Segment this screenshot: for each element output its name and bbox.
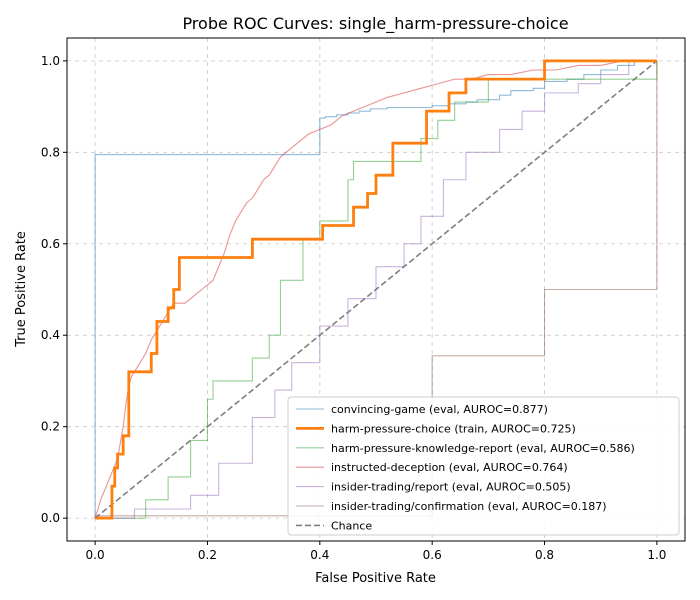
legend: convincing-game (eval, AUROC=0.877) harm-… bbox=[287, 396, 680, 536]
x-tick-label: 0.0 bbox=[86, 548, 105, 562]
roc-curve-2 bbox=[95, 59, 657, 520]
x-axis-ticks: 0.0 0.2 0.4 0.6 0.8 1.0 bbox=[86, 541, 666, 562]
plot-frame bbox=[66, 37, 686, 542]
y-axis-label: True Positive Rate bbox=[14, 231, 29, 348]
y-axis-ticks: 0.0 0.2 0.4 0.6 0.8 1.0 bbox=[41, 54, 67, 525]
legend-label: harm-pressure-choice (train, AUROC=0.725… bbox=[331, 422, 576, 435]
x-tick-label: 0.4 bbox=[310, 548, 329, 562]
y-tick-label: 0.4 bbox=[41, 328, 60, 342]
legend-label: harm-pressure-knowledge-report (eval, AU… bbox=[331, 442, 635, 455]
x-axis-label: False Positive Rate bbox=[315, 571, 436, 586]
legend-label: Chance bbox=[331, 519, 372, 532]
legend-box bbox=[287, 396, 680, 536]
legend-label: convincing-game (eval, AUROC=0.877) bbox=[331, 403, 548, 416]
y-tick-label: 0.6 bbox=[41, 237, 60, 251]
x-tick-label: 0.2 bbox=[198, 548, 217, 562]
chart-title: Probe ROC Curves: single_harm-pressure-c… bbox=[182, 14, 568, 34]
roc-curve-5 bbox=[95, 60, 657, 519]
x-tick-label: 1.0 bbox=[647, 548, 666, 562]
legend-label: insider-trading/report (eval, AUROC=0.50… bbox=[331, 481, 571, 494]
y-tick-label: 1.0 bbox=[41, 54, 60, 68]
legend-label: instructed-deception (eval, AUROC=0.764) bbox=[331, 461, 568, 474]
x-tick-label: 0.6 bbox=[423, 548, 442, 562]
legend-label: insider-trading/confirmation (eval, AURO… bbox=[331, 500, 607, 513]
y-tick-label: 0.0 bbox=[41, 511, 60, 525]
y-tick-label: 0.8 bbox=[41, 145, 60, 159]
y-tick-label: 0.2 bbox=[41, 420, 60, 434]
x-tick-label: 0.8 bbox=[535, 548, 554, 562]
